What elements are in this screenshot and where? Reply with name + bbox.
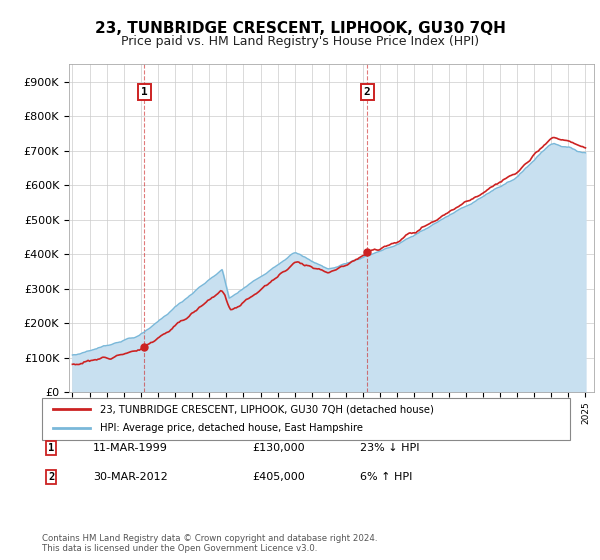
Text: 23% ↓ HPI: 23% ↓ HPI <box>360 443 419 453</box>
Text: 23, TUNBRIDGE CRESCENT, LIPHOOK, GU30 7QH (detached house): 23, TUNBRIDGE CRESCENT, LIPHOOK, GU30 7Q… <box>100 404 434 414</box>
Text: 11-MAR-1999: 11-MAR-1999 <box>93 443 168 453</box>
Text: 2: 2 <box>364 87 371 97</box>
Text: 30-MAR-2012: 30-MAR-2012 <box>93 472 168 482</box>
Text: 1: 1 <box>140 87 148 97</box>
Text: Price paid vs. HM Land Registry's House Price Index (HPI): Price paid vs. HM Land Registry's House … <box>121 35 479 48</box>
Text: 2: 2 <box>48 472 54 482</box>
Text: 6% ↑ HPI: 6% ↑ HPI <box>360 472 412 482</box>
Text: 23, TUNBRIDGE CRESCENT, LIPHOOK, GU30 7QH: 23, TUNBRIDGE CRESCENT, LIPHOOK, GU30 7Q… <box>95 21 505 36</box>
FancyBboxPatch shape <box>42 398 570 440</box>
Text: £130,000: £130,000 <box>252 443 305 453</box>
Text: HPI: Average price, detached house, East Hampshire: HPI: Average price, detached house, East… <box>100 423 363 433</box>
Text: 1: 1 <box>48 443 54 453</box>
Text: £405,000: £405,000 <box>252 472 305 482</box>
Text: Contains HM Land Registry data © Crown copyright and database right 2024.
This d: Contains HM Land Registry data © Crown c… <box>42 534 377 553</box>
